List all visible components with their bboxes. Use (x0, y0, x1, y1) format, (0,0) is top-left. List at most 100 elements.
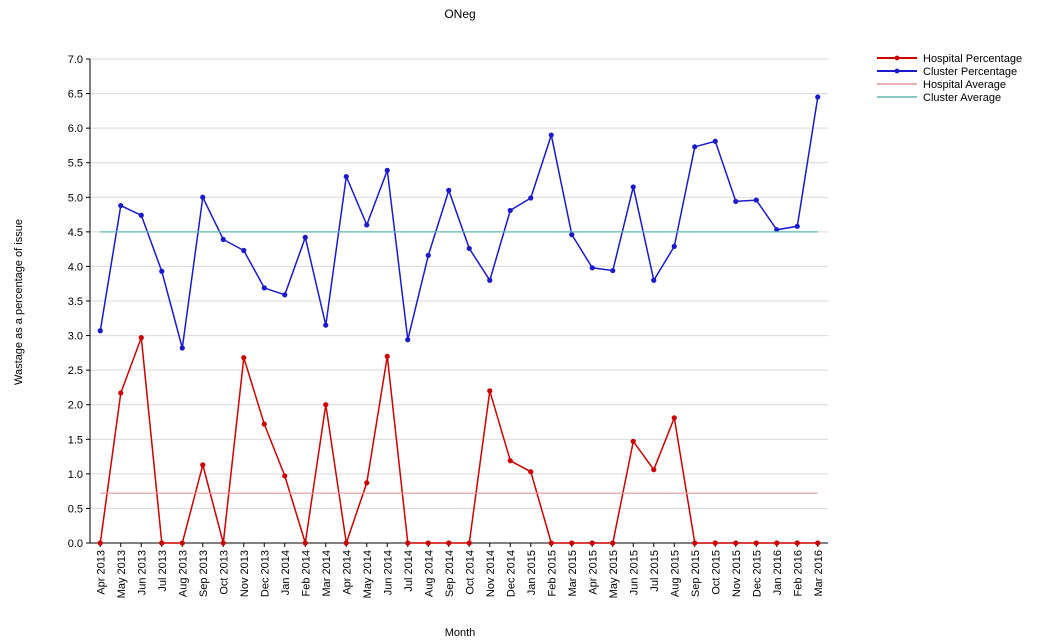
data-point (774, 227, 780, 233)
data-point (815, 540, 821, 546)
x-tick-label: Jul 2015 (649, 550, 661, 592)
x-tick-label: Aug 2015 (669, 550, 681, 597)
data-point (343, 173, 349, 180)
y-tick-label: 6.0 (68, 123, 83, 135)
data-point (159, 540, 165, 546)
y-tick-label: 4.0 (68, 261, 83, 273)
x-tick-label: Oct 2014 (464, 550, 476, 595)
legend-label: Hospital Average (923, 79, 1006, 91)
y-tick-label: 6.5 (68, 89, 83, 101)
chart-title: ONeg (444, 7, 475, 21)
data-point (220, 540, 226, 546)
data-point (487, 388, 493, 394)
y-tick-label: 5.5 (68, 158, 83, 170)
data-point (487, 277, 493, 283)
data-point (548, 132, 554, 138)
data-point (610, 540, 616, 546)
x-tick-label: Feb 2015 (546, 550, 558, 596)
x-tick-label: Feb 2014 (300, 550, 312, 596)
data-point (179, 345, 185, 351)
data-point (425, 540, 431, 546)
data-point (179, 540, 185, 546)
grid-layer (90, 58, 828, 509)
data-point (384, 353, 390, 359)
data-point (753, 197, 759, 203)
x-tick-label: Sep 2013 (198, 550, 210, 597)
x-axis-label: Month (445, 627, 476, 639)
data-point (733, 540, 739, 546)
data-point (200, 462, 206, 468)
y-tick-label: 7.0 (68, 54, 83, 66)
x-tick-label: Jun 2014 (382, 550, 394, 595)
legend-marker (894, 68, 900, 74)
x-tick-label: Jun 2015 (628, 550, 640, 595)
x-tick-label: Apr 2014 (341, 550, 353, 595)
x-tick-label: Dec 2014 (505, 550, 517, 597)
series-hospital-percentage (97, 335, 821, 546)
data-point (138, 212, 144, 218)
data-point (794, 223, 800, 229)
data-point (282, 292, 288, 298)
data-point (446, 540, 452, 546)
data-point (774, 540, 780, 546)
data-point (302, 234, 308, 240)
x-tick-label: Apr 2013 (95, 550, 107, 595)
x-tick-label: Jul 2014 (403, 550, 415, 592)
data-point (733, 198, 739, 205)
y-tick-label: 3.5 (68, 296, 83, 308)
data-point (630, 184, 636, 190)
data-point (548, 540, 554, 546)
x-tick-label: May 2015 (608, 550, 620, 598)
x-tick-label: Nov 2013 (239, 550, 251, 597)
data-point (446, 187, 452, 193)
data-point (364, 222, 370, 228)
data-point (261, 421, 267, 427)
data-point (712, 138, 718, 144)
data-point (528, 469, 534, 475)
data-point (343, 540, 349, 546)
y-tick-label: 0.5 (68, 503, 83, 515)
data-point (794, 540, 800, 546)
data-point (97, 540, 103, 546)
data-point (200, 194, 206, 200)
y-tick-label: 2.0 (68, 400, 83, 412)
data-point (261, 285, 267, 291)
x-tick-label: Jun 2013 (136, 550, 148, 595)
x-tick-label: Nov 2015 (731, 550, 743, 597)
data-point (384, 167, 390, 173)
x-tick-label: Mar 2015 (567, 550, 579, 596)
y-tick-label: 0.0 (68, 538, 83, 550)
x-tick-label: Mar 2016 (813, 550, 825, 596)
y-axis-label: Wastage as a percentage of issue (13, 219, 25, 385)
data-point (589, 265, 595, 271)
data-point (97, 328, 103, 334)
data-point (282, 473, 288, 479)
x-tick-label: Dec 2013 (259, 550, 271, 597)
data-point (671, 243, 677, 249)
x-tick-label: Dec 2015 (751, 550, 763, 597)
data-point (671, 415, 677, 421)
data-point (118, 202, 124, 209)
x-tick-label: Sep 2014 (444, 550, 456, 597)
y-tick-label: 5.0 (68, 192, 83, 204)
data-point (220, 236, 226, 243)
y-tick-label: 1.0 (68, 469, 83, 481)
data-point (138, 335, 144, 341)
y-tick-label: 4.5 (68, 227, 83, 239)
data-point (405, 540, 411, 546)
x-tick-label: May 2013 (116, 550, 128, 598)
x-tick-label: Jan 2014 (280, 550, 292, 595)
data-point (630, 438, 636, 444)
data-point (753, 540, 759, 546)
data-point (364, 480, 370, 486)
data-point (569, 232, 575, 238)
x-tick-label: Jul 2013 (157, 550, 169, 592)
data-point (712, 540, 718, 546)
x-tick-label: Mar 2014 (321, 550, 333, 596)
data-point (569, 540, 575, 546)
data-point (692, 144, 698, 150)
y-tick-label: 1.5 (68, 434, 83, 446)
x-tick-label: Feb 2016 (792, 550, 804, 596)
x-tick-label: Oct 2013 (218, 550, 230, 595)
